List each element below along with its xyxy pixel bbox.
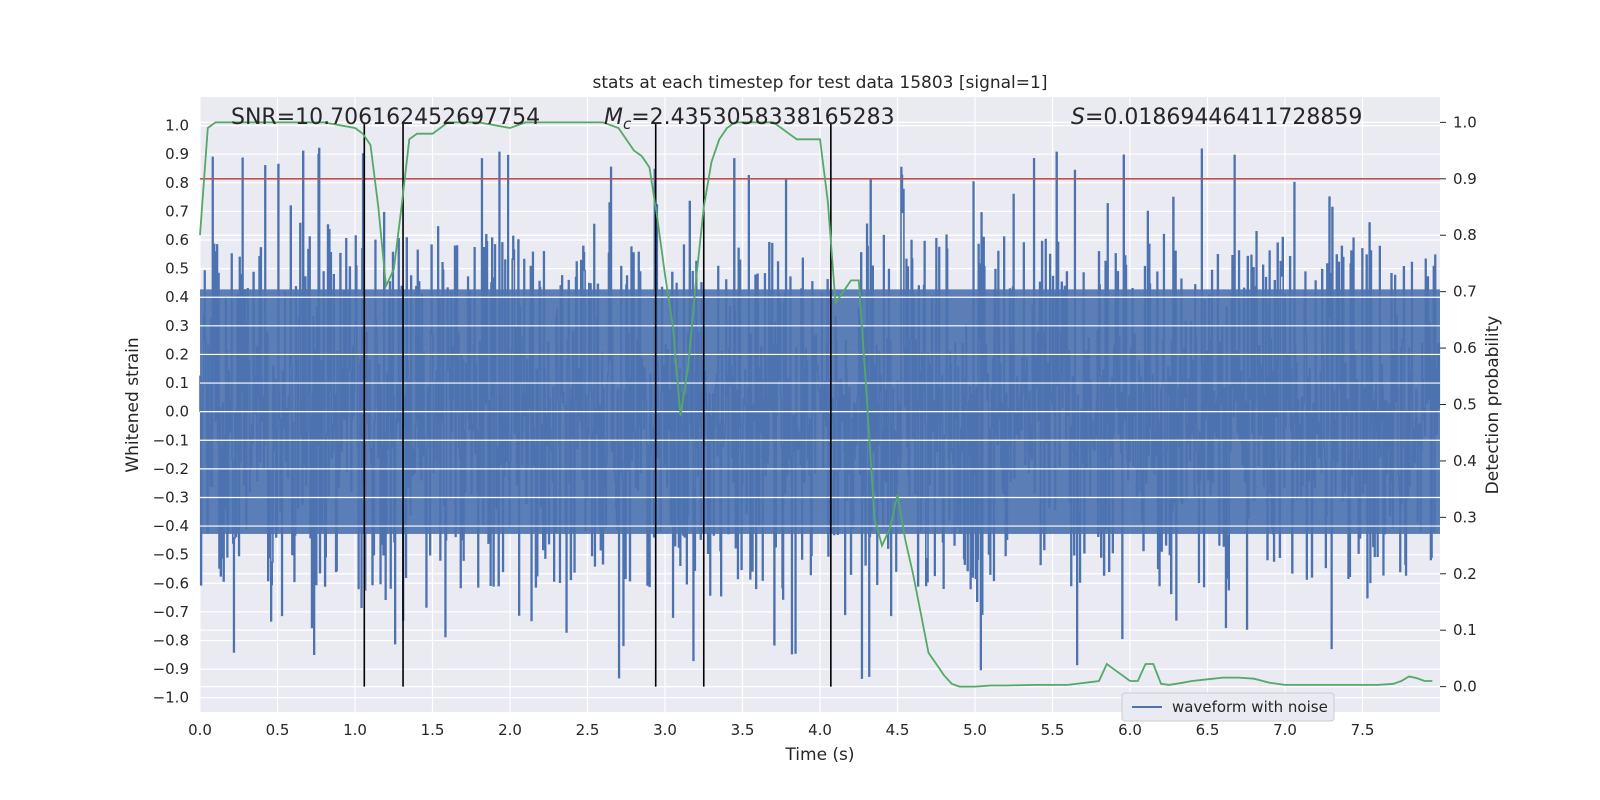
y-tick-label: 1.0 [165, 117, 189, 135]
y-tick-label: −0.3 [153, 488, 189, 506]
y-tick-label: −0.8 [153, 631, 189, 649]
y-tick-label: −0.9 [153, 660, 189, 678]
y-tick-label: 0.0 [165, 403, 189, 421]
y-tick-label: 0.1 [165, 374, 189, 392]
x-tick-label: 0.0 [188, 721, 212, 739]
y-tick-label: 0.8 [165, 174, 189, 192]
y-tick-label: −0.5 [153, 546, 189, 564]
y2-tick-label: 0.2 [1453, 565, 1477, 583]
x-tick-label: 5.5 [1041, 721, 1065, 739]
y-tick-label: 0.9 [165, 145, 189, 163]
y-tick-label: −1.0 [153, 689, 189, 707]
chirp-mass-symbol: M [604, 105, 623, 130]
y-tick-label: 0.6 [165, 231, 189, 249]
y-tick-label: 0.2 [165, 345, 189, 363]
y-tick-label: −0.4 [153, 517, 189, 535]
y-tick-label: −0.1 [153, 431, 189, 449]
x-tick-label: 3.0 [653, 721, 677, 739]
x-tick-label: 4.5 [886, 721, 910, 739]
y-axis-title: Whitened strain [123, 337, 143, 472]
x-tick-label: 0.5 [266, 721, 290, 739]
y-tick-label: −0.2 [153, 460, 189, 478]
chirp-mass-subscript: c [623, 115, 632, 133]
y2-tick-label: 0.6 [1453, 339, 1477, 357]
y2-tick-label: 0.4 [1453, 452, 1477, 470]
y2-tick-label: 0.1 [1453, 621, 1477, 639]
y2-tick-label: 0.8 [1453, 226, 1477, 244]
x-tick-label: 7.5 [1351, 721, 1375, 739]
vertical-markers [363, 122, 832, 687]
legend-box [1121, 692, 1335, 722]
probability-series [199, 121, 1433, 688]
chirp-mass-value: =2.4353058338165283 [631, 105, 894, 130]
y2-axis-ticks: 1.0 0.9 0.8 0.7 0.6 0.5 0.4 0.3 0.2 0.1 0.0 [1440, 113, 1477, 696]
x-tick-label: 2.5 [576, 721, 600, 739]
y2-tick-label: 0.9 [1453, 170, 1477, 188]
y2-tick-label: 0.5 [1453, 396, 1477, 414]
y2-tick-label: 0.0 [1453, 678, 1477, 696]
y-tick-label: −0.6 [153, 574, 189, 592]
y-tick-label: 0.3 [165, 317, 189, 335]
x-tick-label: 4.0 [808, 721, 832, 739]
probability-line [199, 121, 1433, 688]
y2-tick-label: 1.0 [1453, 113, 1477, 131]
s-value: =0.01869446411728859 [1085, 105, 1362, 130]
y-tick-label: 0.4 [165, 288, 189, 306]
y-tick-label: 0.7 [165, 202, 189, 220]
x-tick-label: 2.0 [498, 721, 522, 739]
x-tick-label: 6.0 [1118, 721, 1142, 739]
legend: waveform with noise [1121, 692, 1335, 722]
x-tick-label: 1.5 [421, 721, 445, 739]
snr-annotation: SNR=10.706162452697754 [231, 105, 540, 130]
x-tick-label: 1.0 [343, 721, 367, 739]
x-tick-label: 7.0 [1273, 721, 1297, 739]
y2-tick-label: 0.7 [1453, 283, 1477, 301]
y-tick-label: −0.7 [153, 603, 189, 621]
legend-label: waveform with noise [1172, 698, 1328, 716]
chirp-mass-annotation: Mc=2.4353058338165283 [604, 105, 895, 133]
x-tick-label: 3.5 [731, 721, 755, 739]
waveform-series [199, 147, 1441, 679]
y2-tick-label: 0.3 [1453, 508, 1477, 526]
y-tick-label: 0.5 [165, 260, 189, 278]
x-axis-title: Time (s) [784, 745, 854, 765]
y2-axis-title: Detection probability [1483, 316, 1503, 495]
y-axis-ticks: 1.0 0.9 0.8 0.7 0.6 0.5 0.4 0.3 0.2 0.1 0.0 −0.1 −0.… [153, 117, 189, 707]
x-tick-label: 6.5 [1196, 721, 1220, 739]
chart-title: stats at each timestep for test data 158… [593, 73, 1048, 93]
s-symbol: S [1071, 105, 1085, 130]
x-axis-ticks: 0.0 0.5 1.0 1.5 2.0 2.5 3.0 3.5 4.0 4.5 5.0 5.5 6.0 6… [188, 721, 1374, 739]
x-tick-label: 5.0 [963, 721, 987, 739]
s-annotation: S=0.01869446411728859 [1071, 105, 1362, 130]
